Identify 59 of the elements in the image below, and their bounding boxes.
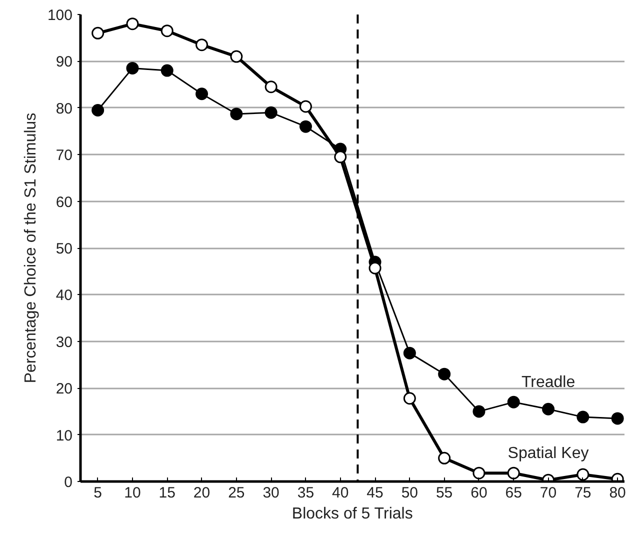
point (368, 262, 382, 274)
point (403, 346, 416, 360)
point (438, 452, 451, 464)
x-axis-title: Blocks of 5 Trials (292, 506, 413, 522)
point (196, 38, 208, 52)
y-tick-label: 60 (56, 194, 73, 211)
y-tick-label: 100 (47, 7, 73, 24)
series-label: Treadle (521, 374, 576, 392)
point (230, 108, 243, 120)
point (472, 466, 486, 480)
point (542, 402, 555, 416)
x-tick-label: 30 (262, 484, 280, 502)
point (403, 392, 416, 405)
point (611, 412, 624, 425)
point (507, 396, 520, 408)
x-tick-label: 70 (540, 484, 557, 502)
x-tick-label: 80 (609, 484, 626, 502)
point (92, 104, 104, 116)
point (472, 405, 486, 418)
x-tick-label: 35 (297, 484, 314, 502)
point (334, 150, 347, 164)
series-label: Spatial Key (508, 445, 589, 462)
point (160, 24, 174, 38)
point (576, 410, 590, 424)
point (126, 62, 139, 74)
x-tick-label: 40 (332, 484, 349, 502)
y-tick-label: 40 (56, 287, 73, 304)
x-tick-label: 75 (574, 484, 592, 502)
point (92, 26, 104, 40)
point (126, 18, 139, 30)
x-tick-label: 5 (94, 484, 102, 502)
point (576, 468, 590, 481)
x-tick-label: 55 (436, 484, 453, 502)
x-tick-label: 65 (505, 484, 522, 502)
y-axis-title: Percentage Choice of the S1 Stimulus (22, 112, 40, 384)
y-tick-label: 90 (56, 54, 73, 71)
point (507, 466, 520, 480)
point (264, 106, 278, 119)
y-tick-label: 20 (56, 380, 73, 398)
y-tick-label: 30 (56, 334, 73, 351)
y-tick-label: 10 (56, 427, 73, 444)
point (160, 64, 174, 77)
x-tick-label: 60 (470, 484, 488, 502)
x-tick-label: 15 (158, 484, 176, 502)
x-tick-label: 20 (193, 484, 210, 502)
x-tick-label: 45 (366, 484, 384, 502)
point (264, 80, 278, 94)
point (299, 120, 312, 133)
x-tick-label: 25 (228, 484, 245, 502)
point (196, 88, 208, 100)
y-tick-label: 50 (56, 240, 73, 258)
x-tick-label: 10 (124, 484, 141, 502)
point (299, 100, 312, 113)
point (438, 368, 451, 380)
x-tick-label: 50 (401, 484, 418, 502)
y-tick-label: 70 (56, 147, 73, 164)
point (230, 50, 243, 63)
y-tick-label: 80 (56, 100, 73, 118)
y-tick-label: 0 (64, 474, 72, 491)
